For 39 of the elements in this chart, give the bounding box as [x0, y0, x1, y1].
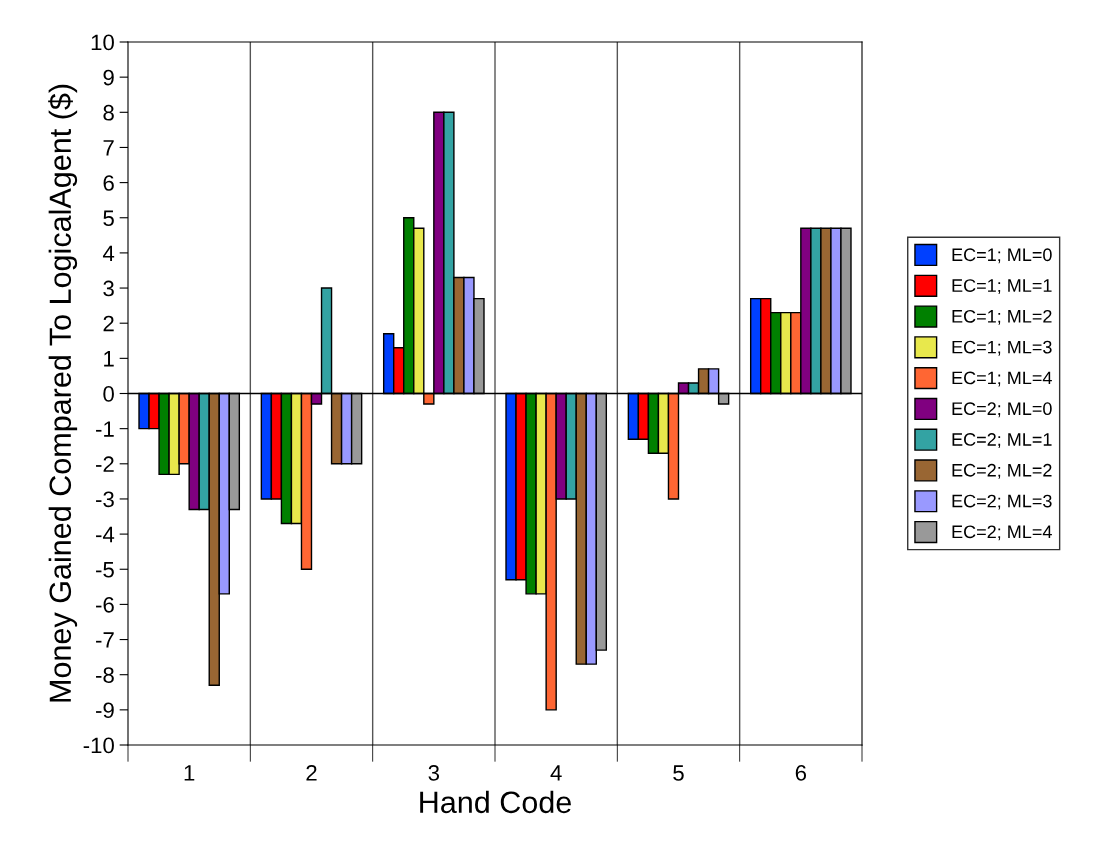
y-tick-label: 4 [102, 245, 115, 261]
x-tick-label: 2 [306, 765, 317, 781]
legend-label: EC=2; ML=4 [952, 525, 1052, 541]
y-tick-label: 2 [103, 315, 114, 332]
legend-label: EC=1; ML=0 [952, 248, 1052, 264]
y-tick-label: 5 [103, 210, 114, 227]
y-tick-label: 10 [91, 34, 114, 51]
y-tick-label: 6 [103, 175, 114, 191]
y-tick-label: -9 [96, 702, 114, 719]
x-axis-title: Hand Code [420, 790, 571, 814]
legend-label: EC=1; ML=4 [952, 371, 1052, 387]
legend-label: EC=2; ML=2 [952, 463, 1052, 479]
y-tick-label: 7 [103, 140, 114, 156]
legend-label: EC=1; ML=3 [952, 340, 1052, 356]
y-tick-label: 9 [103, 69, 114, 86]
y-tick-label: -4 [96, 526, 115, 543]
legend-label: EC=2; ML=1 [952, 433, 1052, 448]
legend-label: EC=2; ML=0 [952, 402, 1052, 418]
x-tick-label: 3 [428, 765, 440, 781]
legend-label: EC=1; ML=2 [952, 309, 1052, 325]
y-tick-label: 1 [104, 351, 114, 367]
y-tick-label: -2 [96, 456, 114, 472]
x-tick-label: 5 [673, 765, 684, 781]
y-tick-label: -10 [83, 737, 114, 754]
y-axis-title: Money Gained Compared To LogicalAgent ($) [48, 84, 78, 702]
legend-label: EC=2; ML=3 [952, 494, 1052, 510]
legend-label: EC=1; ML=1 [952, 279, 1052, 295]
y-tick-label: -5 [96, 562, 114, 578]
y-tick-label: 0 [103, 386, 114, 402]
x-tick-label: 4 [550, 765, 562, 781]
y-tick-label: 3 [103, 280, 114, 297]
y-tick-label: -1 [96, 421, 114, 437]
y-tick-label: -6 [96, 596, 114, 613]
y-tick-label: 8 [103, 104, 114, 121]
y-tick-label: -8 [96, 667, 114, 683]
y-tick-label: -3 [96, 491, 114, 508]
x-tick-label: 1 [184, 765, 195, 781]
y-tick-label: -7 [96, 632, 114, 648]
x-tick-label: 6 [795, 765, 807, 781]
